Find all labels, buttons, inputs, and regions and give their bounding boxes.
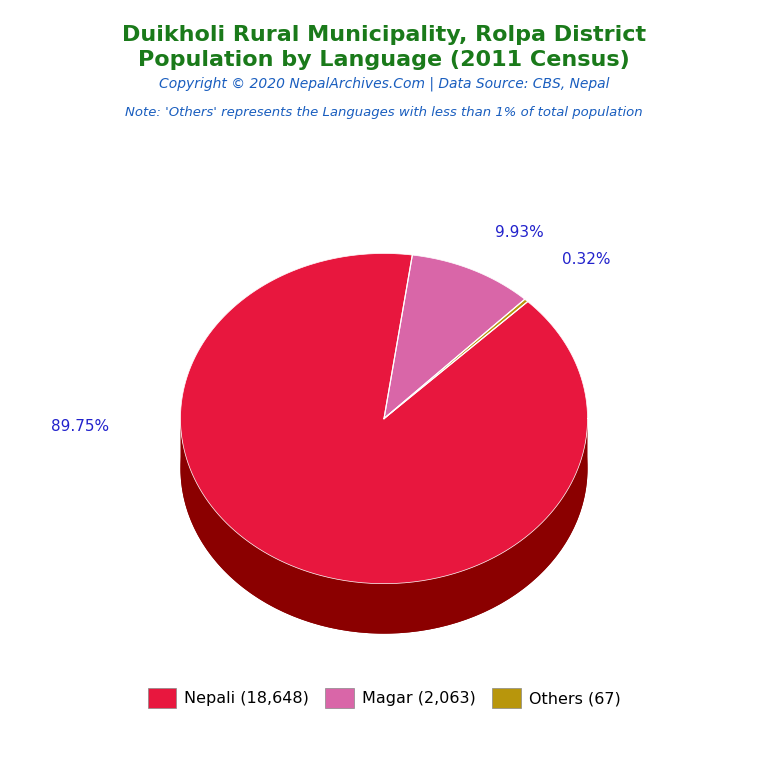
Polygon shape — [384, 300, 528, 419]
Text: 89.75%: 89.75% — [51, 419, 109, 435]
Polygon shape — [384, 255, 525, 419]
Text: 9.93%: 9.93% — [495, 225, 544, 240]
Polygon shape — [180, 253, 588, 584]
Ellipse shape — [180, 303, 588, 634]
Text: Duikholi Rural Municipality, Rolpa District: Duikholi Rural Municipality, Rolpa Distr… — [122, 25, 646, 45]
Polygon shape — [180, 416, 588, 634]
Text: Note: 'Others' represents the Languages with less than 1% of total population: Note: 'Others' represents the Languages … — [125, 106, 643, 119]
Text: Copyright © 2020 NepalArchives.Com | Data Source: CBS, Nepal: Copyright © 2020 NepalArchives.Com | Dat… — [159, 77, 609, 91]
Text: 0.32%: 0.32% — [561, 252, 611, 266]
Text: Population by Language (2011 Census): Population by Language (2011 Census) — [138, 50, 630, 70]
Legend: Nepali (18,648), Magar (2,063), Others (67): Nepali (18,648), Magar (2,063), Others (… — [141, 682, 627, 714]
